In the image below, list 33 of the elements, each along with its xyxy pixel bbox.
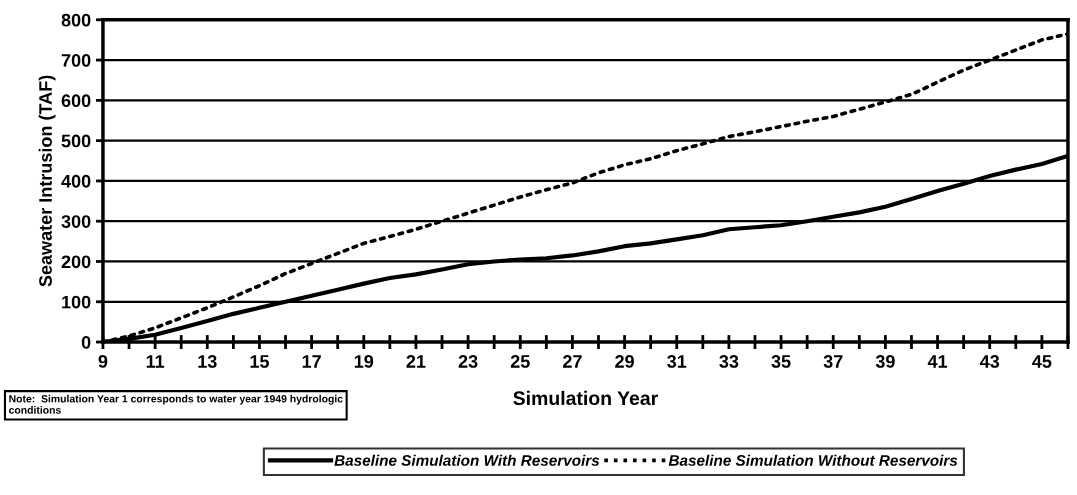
text: Note: Simulation Year 1 corresponds to water year 1949 hydrologic conditions [9, 394, 343, 414]
y-tick-label: 400 [61, 174, 91, 188]
x-tick-label: 29 [615, 355, 634, 368]
x-axis-title: Simulation Year [513, 390, 658, 406]
y-tick-label: 600 [61, 94, 91, 108]
legend-label: Baseline Simulation Without Reservoirs [668, 454, 958, 466]
y-tick-label: 800 [61, 13, 91, 27]
y-axis-title: Seawater Intrusion (TAF) [38, 75, 56, 287]
legend-label: Baseline Simulation With Reservoirs [334, 454, 600, 466]
x-tick-label: 45 [1032, 355, 1052, 368]
x-tick-label: 41 [927, 355, 948, 368]
x-tick-label: 13 [198, 355, 217, 368]
x-tick-label: 25 [510, 355, 530, 368]
x-tick-label: 31 [667, 355, 687, 368]
x-tick-label: 9 [98, 355, 108, 368]
x-tick-label: 21 [406, 355, 426, 368]
y-tick-label: 100 [62, 295, 91, 309]
y-tick-label: 200 [61, 255, 91, 269]
x-tick-label: 27 [563, 355, 582, 368]
x-tick-label: 11 [146, 355, 165, 368]
y-tick-label: 300 [61, 215, 91, 228]
x-tick-label: 39 [875, 355, 895, 368]
x-tick-label: 43 [979, 355, 1000, 368]
x-tick-label: 33 [719, 355, 739, 368]
x-tick-label: 19 [354, 355, 374, 368]
y-tick-label: 500 [61, 134, 91, 148]
y-tick-label: 0 [81, 335, 91, 349]
x-tick-label: 35 [771, 355, 791, 368]
x-tick-label: 15 [250, 355, 269, 368]
x-tick-label: 23 [458, 355, 478, 368]
x-tick-label: 37 [823, 355, 843, 368]
x-tick-label: 17 [302, 355, 321, 368]
y-tick-label: 700 [61, 54, 91, 67]
